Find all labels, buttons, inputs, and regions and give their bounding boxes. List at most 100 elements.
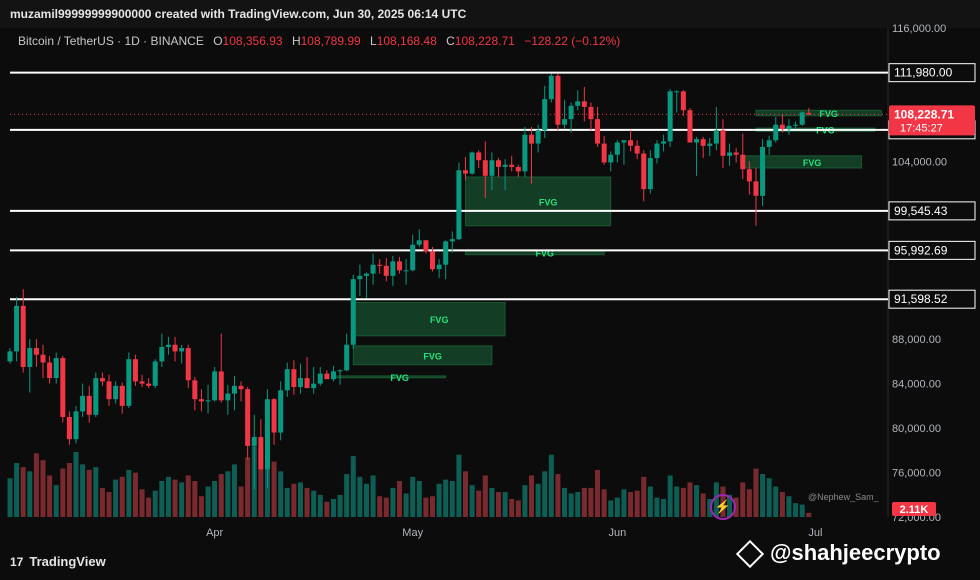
candle-body <box>522 134 528 172</box>
key-level-tag <box>888 289 976 309</box>
volume-bar <box>146 497 152 517</box>
volume-bar <box>462 471 469 517</box>
volume-bar <box>694 485 700 517</box>
volume-bar <box>476 490 482 517</box>
volume-bar <box>806 512 812 517</box>
volume-bar <box>456 454 462 517</box>
candle-body <box>33 348 39 355</box>
x-tick-label: Jun <box>608 527 626 539</box>
candle-body <box>535 130 541 144</box>
volume-bar <box>93 467 99 517</box>
candle-body <box>496 160 502 167</box>
volume-bar <box>317 494 323 517</box>
candle-body <box>159 346 165 362</box>
volume-bar <box>608 500 614 517</box>
volume-bar <box>205 486 211 517</box>
candle-body <box>661 141 667 144</box>
volume-bar <box>363 483 369 517</box>
volume-bar <box>337 494 343 517</box>
volume-bar <box>245 457 251 517</box>
candle-body <box>621 140 627 143</box>
candle-body <box>707 143 713 146</box>
candle-body <box>515 166 521 172</box>
candle-body <box>456 170 462 240</box>
volume-bar <box>106 492 112 517</box>
tradingview-logo[interactable]: 17 TradingView <box>10 554 106 569</box>
volume-bar <box>502 492 508 517</box>
volume-bar <box>212 481 218 517</box>
candle-body <box>370 264 376 274</box>
candle-body <box>238 385 244 390</box>
candle-body <box>462 170 469 174</box>
volume-bar <box>601 489 607 517</box>
high-value: 108,789.99 <box>300 34 361 48</box>
candle-body <box>152 361 158 386</box>
open-label: O <box>213 34 223 48</box>
candle-body <box>225 393 231 401</box>
candle-body <box>760 146 766 196</box>
candle-body <box>278 390 284 433</box>
candle-body <box>489 160 495 176</box>
change-value: −128.22 (−0.12%) <box>524 34 621 48</box>
volume-bar <box>469 485 475 517</box>
candle-body <box>555 75 561 125</box>
chart-credit: muzamil99999999900000 created with Tradi… <box>10 7 467 21</box>
candle-body <box>680 91 686 111</box>
symbol-name[interactable]: Bitcoin / TetherUS · 1D · BINANCE <box>18 34 204 48</box>
volume-bar <box>581 487 587 517</box>
volume-bar <box>99 487 105 517</box>
volume-bar <box>496 492 502 517</box>
volume-bar <box>436 483 442 517</box>
volume-bar <box>258 468 264 517</box>
candle-body <box>258 436 264 470</box>
volume-bar <box>707 499 713 517</box>
candle-body <box>80 395 86 412</box>
volume-bar <box>542 471 548 517</box>
candle-body <box>608 154 614 163</box>
tradingview-icon: 17 <box>10 555 24 569</box>
candle-body <box>396 261 402 271</box>
volume-bar <box>634 490 640 517</box>
volume-bar <box>674 486 680 517</box>
candle-body <box>106 381 112 400</box>
volume-bar <box>482 475 488 517</box>
y-tick-label: 104,000.00 <box>892 156 947 168</box>
candle-body <box>713 130 719 144</box>
volume-bar <box>370 475 376 517</box>
volume-bar <box>396 481 402 517</box>
volume-bar <box>449 481 455 517</box>
volume-bar <box>667 475 673 517</box>
volume-bar <box>377 496 383 517</box>
fvg-zone <box>755 109 882 117</box>
volume-bar <box>185 475 191 517</box>
candle-body <box>740 154 746 170</box>
volume-bar <box>80 464 86 517</box>
candle-body <box>436 264 442 270</box>
candle-body <box>132 359 138 382</box>
candle-body <box>172 344 178 352</box>
volume-bar <box>278 471 284 517</box>
volume-bar <box>179 482 185 517</box>
candle-body <box>727 152 733 156</box>
key-level-label: 99,545.43 <box>894 204 948 218</box>
last-price-label: 108,228.71 <box>894 107 954 121</box>
volume-bar <box>760 474 766 517</box>
fvg-label: FVG <box>803 158 822 168</box>
fvg-label: FVG <box>539 197 558 207</box>
candle-body <box>383 265 389 276</box>
volume-bar <box>509 499 515 517</box>
volume-bar <box>548 454 554 517</box>
candle-body <box>264 399 270 470</box>
lightning-icon[interactable]: ⚡ <box>710 494 736 520</box>
volume-bar <box>27 471 33 517</box>
fvg-zone <box>352 302 506 337</box>
candle-body <box>687 110 693 143</box>
volume-bar <box>165 476 171 517</box>
candle-body <box>403 270 409 272</box>
volume-bar <box>66 463 72 517</box>
candle-body <box>86 395 92 415</box>
volume-bar <box>443 479 449 517</box>
bar-countdown: 17:45:27 <box>900 122 943 134</box>
volume-bar <box>687 482 693 517</box>
